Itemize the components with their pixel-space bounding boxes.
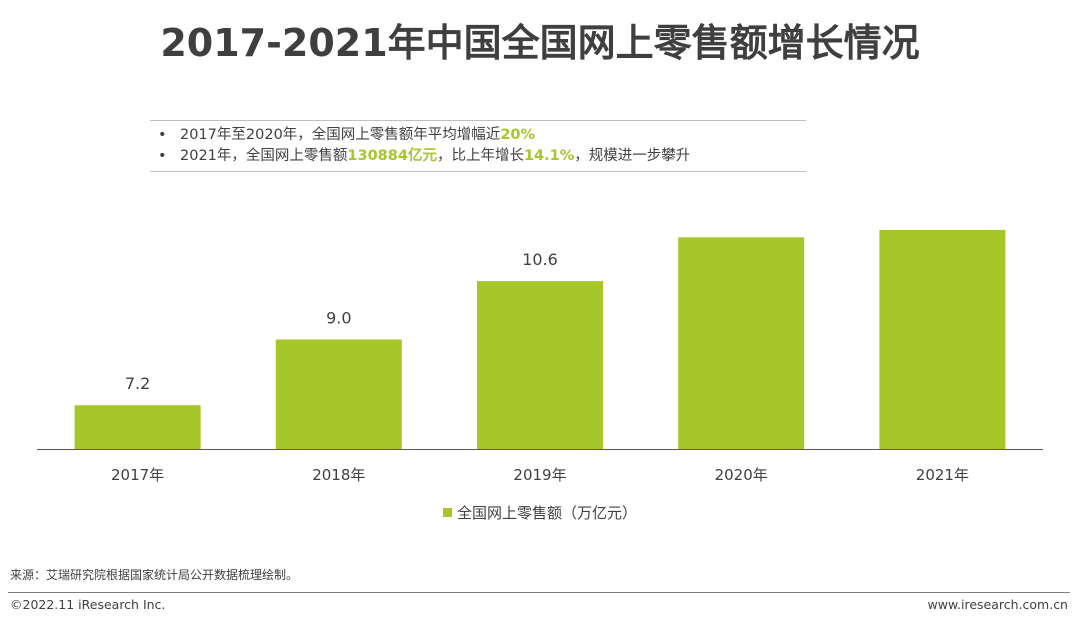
source-note: 来源：艾瑞研究院根据国家统计局公开数据梳理绘制。 xyxy=(10,568,299,582)
x-tick-label-0: 2017年 xyxy=(111,466,164,484)
x-tick-label-4: 2021年 xyxy=(916,466,969,484)
copyright: ©2022.11 iResearch Inc. xyxy=(10,597,166,612)
x-tick-label-1: 2018年 xyxy=(312,466,365,484)
summary-line-1-highlight: 20% xyxy=(500,127,536,143)
page-title: 2017-2021年中国全国网上零售额增长情况 xyxy=(160,21,920,65)
bar-0 xyxy=(74,405,201,449)
summary-line-2: • 2021年，全国网上零售额130884亿元，比上年增长14.1%，规模进一步攀… xyxy=(150,146,806,167)
bar-2 xyxy=(477,281,603,449)
website-link[interactable]: www.iresearch.com.cn xyxy=(927,597,1069,612)
x-tick-label-2: 2019年 xyxy=(513,466,566,484)
bullet-icon: • xyxy=(158,127,167,143)
data-label-1: 9.0 xyxy=(326,309,351,328)
summary-line-2-highlight-2: 14.1% xyxy=(523,148,575,164)
summary-line-1-text: 2017年至2020年，全国网上零售额年平均增幅近 xyxy=(180,127,501,143)
data-label-0: 7.2 xyxy=(125,374,150,393)
summary-line-1: • 2017年至2020年，全国网上零售额年平均增幅近20% xyxy=(150,125,806,146)
bullet-icon: • xyxy=(158,148,167,164)
summary-line-2-part-3: ，规模进一步攀升 xyxy=(574,148,691,164)
footer-divider xyxy=(8,592,1070,593)
summary-line-2-highlight-1: 130884亿元 xyxy=(347,148,437,164)
legend-label: 全国网上零售额（万亿元） xyxy=(456,504,637,522)
bar-1 xyxy=(275,339,402,449)
x-tick-label-3: 2020年 xyxy=(715,466,768,484)
bar-4 xyxy=(879,230,1006,449)
summary-box: • 2017年至2020年，全国网上零售额年平均增幅近20% • 2021年，全国网… xyxy=(150,120,806,172)
summary-line-2-part-1: 2021年，全国网上零售额 xyxy=(180,148,348,164)
summary-line-2-part-2: ，比上年增长 xyxy=(436,148,524,164)
bar-3 xyxy=(678,237,805,449)
data-label-2: 10.6 xyxy=(522,250,558,269)
chart-legend: 全国网上零售额（万亿元） xyxy=(0,502,1080,523)
legend-swatch xyxy=(442,508,452,517)
bar-chart: 7.22017年9.02018年10.62019年11.82020年13.120… xyxy=(37,230,1043,484)
